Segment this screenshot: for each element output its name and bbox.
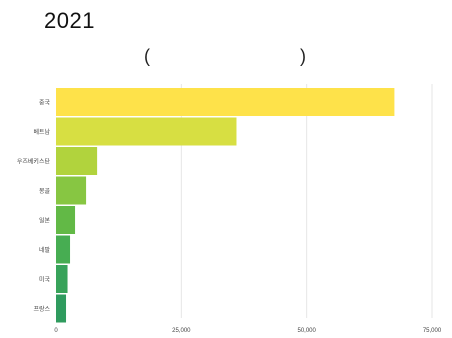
category-label: 몽골 (39, 188, 51, 195)
bar (56, 265, 68, 293)
bar (56, 235, 71, 264)
category-label: 일본 (39, 217, 51, 225)
x-tick-label: 0 (54, 328, 58, 334)
bar (56, 147, 98, 175)
bar (56, 206, 76, 234)
category-label: 미국 (39, 276, 51, 284)
x-tick-label: 50,000 (297, 328, 316, 334)
category-label: 우즈베키스탄 (17, 158, 51, 166)
chart-title: 2021 (44, 8, 95, 33)
bar (56, 88, 395, 116)
category-label: 중국 (39, 100, 51, 107)
category-label: 네팔 (39, 246, 51, 254)
bar (56, 117, 237, 146)
bar (56, 294, 67, 323)
bars (56, 88, 395, 323)
x-tick-labels: 0 25,000 50,000 75,000 (54, 328, 442, 334)
x-tick-label: 75,000 (423, 328, 442, 334)
x-tick-label: 25,000 (172, 328, 191, 334)
category-label: 프랑스 (33, 306, 50, 313)
bar (56, 176, 87, 205)
category-label: 베트남 (33, 128, 50, 136)
subtitle-open-paren: ( (144, 46, 150, 66)
subtitle-close-paren: ) (300, 46, 306, 66)
